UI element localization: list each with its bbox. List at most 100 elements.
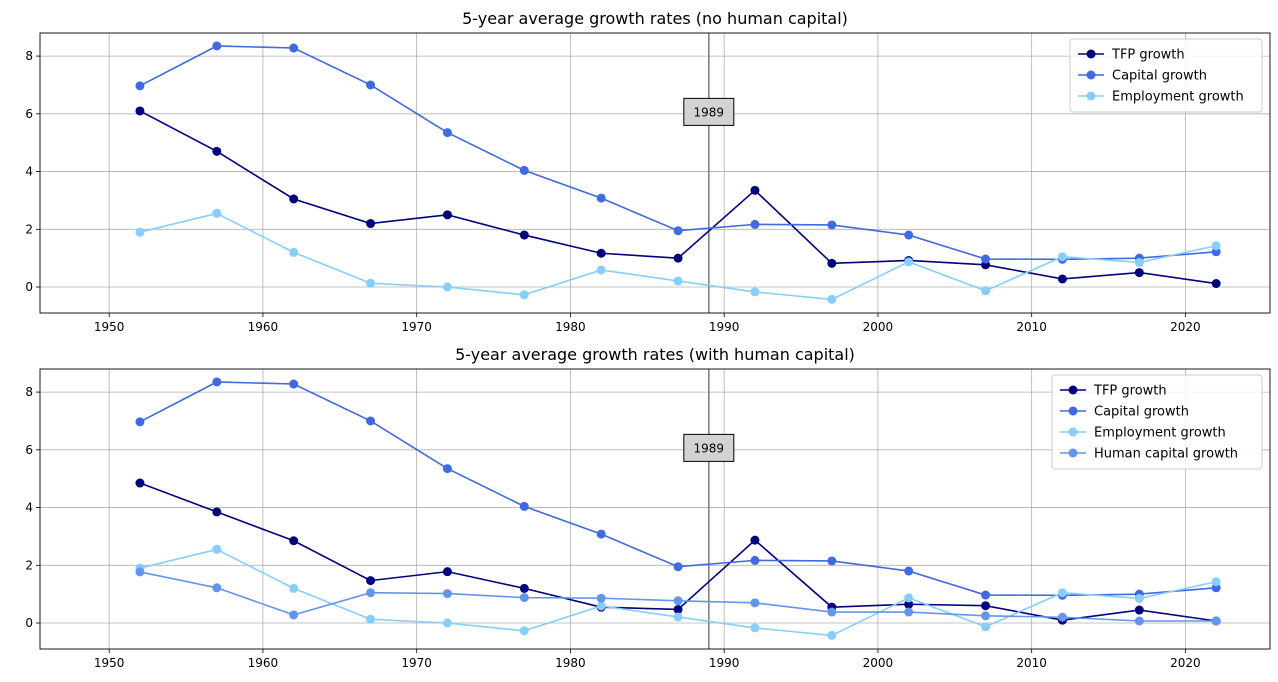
- data-point: [1211, 616, 1221, 626]
- y-tick-label: 8: [25, 385, 33, 399]
- data-point: [135, 417, 145, 427]
- annotation-label: 1989: [694, 105, 725, 119]
- data-point: [1211, 279, 1221, 289]
- y-tick-label: 4: [25, 165, 33, 179]
- y-tick-label: 2: [25, 222, 33, 236]
- data-point: [289, 194, 299, 204]
- data-point: [442, 210, 452, 220]
- y-tick-label: 0: [25, 280, 33, 294]
- data-point: [827, 556, 837, 566]
- data-point: [981, 286, 991, 296]
- data-point: [1057, 252, 1067, 262]
- series-capital-growth: [135, 41, 1221, 264]
- x-tick-label: 2000: [863, 320, 894, 334]
- data-point: [442, 567, 452, 577]
- data-point: [366, 588, 376, 598]
- data-point: [673, 596, 683, 606]
- data-point: [673, 226, 683, 236]
- data-point: [750, 598, 760, 608]
- data-point: [212, 377, 222, 387]
- x-tick-label: 1990: [709, 656, 740, 670]
- y-tick-label: 0: [25, 616, 33, 630]
- data-point: [1211, 577, 1221, 587]
- data-point: [673, 612, 683, 622]
- x-tick-label: 1980: [555, 656, 586, 670]
- data-point: [827, 630, 837, 640]
- y-tick-label: 8: [25, 49, 33, 63]
- data-point: [596, 193, 606, 203]
- legend-label: Employment growth: [1112, 90, 1244, 105]
- x-tick-label: 1970: [401, 320, 432, 334]
- data-point: [519, 501, 529, 511]
- legend: TFP growth Capital growth Employment growt…: [1051, 374, 1263, 470]
- data-point: [827, 607, 837, 617]
- data-point: [442, 282, 452, 292]
- legend-swatch-marker: [1068, 448, 1078, 458]
- data-point: [135, 106, 145, 116]
- y-tick-label: 4: [25, 501, 33, 515]
- data-point: [442, 618, 452, 628]
- data-point: [673, 276, 683, 286]
- data-point: [289, 379, 299, 389]
- data-point: [366, 614, 376, 624]
- data-point: [981, 601, 991, 611]
- data-point: [596, 601, 606, 611]
- x-tick-label: 1950: [94, 656, 125, 670]
- grid-lines: [40, 33, 1270, 313]
- data-point: [750, 555, 760, 565]
- data-point: [1057, 274, 1067, 284]
- data-point: [519, 583, 529, 593]
- data-point: [519, 290, 529, 300]
- legend-swatch-marker: [1086, 70, 1096, 80]
- data-point: [135, 81, 145, 91]
- x-tick-label: 2020: [1170, 320, 1201, 334]
- data-point: [442, 128, 452, 138]
- data-point: [289, 43, 299, 53]
- data-point: [981, 254, 991, 264]
- series-tfp-growth: [135, 106, 1221, 289]
- data-point: [904, 257, 914, 267]
- data-point: [519, 593, 529, 603]
- chart-title: 5-year average growth rates (no human ca…: [462, 9, 848, 28]
- series-human-capital-growth: [135, 567, 1221, 626]
- data-point: [366, 80, 376, 90]
- data-point: [289, 610, 299, 620]
- data-point: [904, 566, 914, 576]
- data-point: [750, 287, 760, 297]
- data-point: [904, 593, 914, 603]
- data-point: [135, 478, 145, 488]
- x-tick-label: 2010: [1016, 320, 1047, 334]
- data-point: [750, 219, 760, 229]
- data-point: [135, 567, 145, 577]
- data-point: [366, 576, 376, 586]
- y-tick-label: 6: [25, 107, 33, 121]
- data-point: [827, 220, 837, 230]
- data-point: [366, 278, 376, 288]
- data-point: [212, 583, 222, 593]
- data-point: [289, 536, 299, 546]
- legend-box: [1051, 374, 1263, 470]
- annotation-label: 1989: [694, 441, 725, 455]
- legend-swatch-marker: [1068, 385, 1078, 395]
- data-point: [442, 589, 452, 599]
- data-point: [981, 611, 991, 621]
- series-capital-growth: [135, 377, 1221, 600]
- data-point: [519, 230, 529, 240]
- data-point: [673, 604, 683, 614]
- x-tick-label: 1990: [709, 320, 740, 334]
- data-point: [366, 416, 376, 426]
- legend-label: Employment growth: [1094, 426, 1226, 441]
- data-point: [366, 219, 376, 229]
- annotation-box: [683, 97, 735, 126]
- data-point: [827, 294, 837, 304]
- chart-title: 5-year average growth rates (with human …: [455, 345, 855, 364]
- data-point: [1134, 268, 1144, 278]
- x-tick-label: 2000: [863, 656, 894, 670]
- data-point: [135, 227, 145, 237]
- data-point: [596, 265, 606, 275]
- x-tick-label: 1960: [248, 656, 279, 670]
- data-point: [1134, 616, 1144, 626]
- legend-label: Capital growth: [1112, 69, 1207, 84]
- legend-swatch-marker: [1086, 91, 1096, 101]
